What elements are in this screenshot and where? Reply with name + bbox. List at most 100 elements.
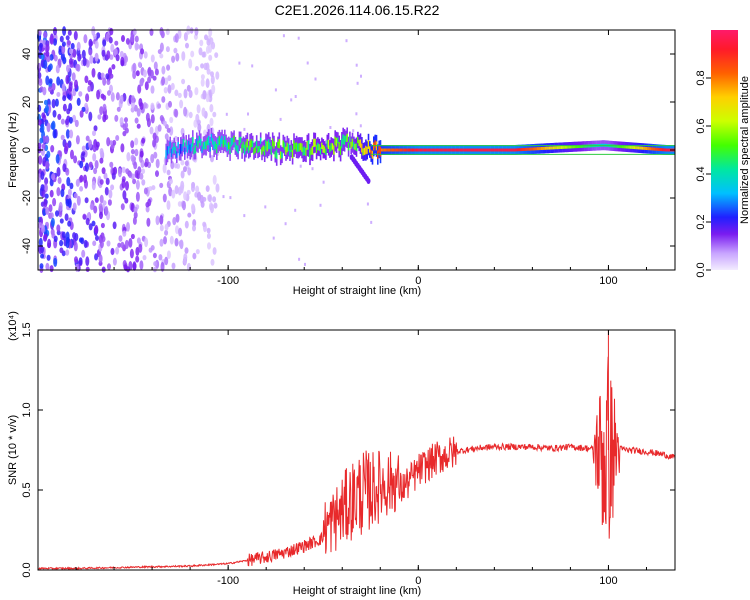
spectrogram-noise-blob: [78, 237, 83, 243]
spectrogram-band-core: [287, 143, 290, 151]
spectrogram-noise-blob: [130, 33, 135, 43]
spectrogram-noise-blob: [84, 75, 89, 84]
spectrogram-band-core: [345, 135, 347, 142]
spectrogram-band-core: [649, 147, 652, 151]
spectrogram-noise-blob: [49, 178, 54, 187]
spectrogram-noise-blob: [73, 193, 78, 199]
spectrogram-noise-blob: [68, 58, 73, 65]
spectrogram-noise-blob: [96, 32, 101, 39]
spectrogram-band-core: [247, 146, 250, 153]
spectrogram-noise-blob: [88, 223, 93, 231]
spectrogram-noise-blob: [120, 241, 125, 249]
spectrogram-noise-blob: [75, 135, 80, 145]
spectrogram-band-core: [531, 147, 533, 151]
spectrogram-band-core: [295, 142, 298, 152]
spectrogram-band-core: [193, 148, 195, 155]
colorbar-gradient: [711, 30, 738, 270]
spectrogram-noise-blob: [142, 255, 147, 261]
spectrogram-band-core: [571, 145, 573, 149]
spectrogram-band-core: [621, 145, 624, 149]
spectrogram-noise-blob: [56, 92, 61, 97]
spectrogram-noise-blob: [128, 171, 133, 179]
spectrogram-band-core: [259, 137, 262, 145]
spectrogram-band-core: [496, 148, 499, 152]
spectrogram-noise-blob: [139, 173, 144, 180]
spectrogram-band-core: [279, 151, 282, 160]
spectrogram-noise-blob: [202, 221, 207, 227]
spectrogram-band-core: [378, 146, 380, 153]
spectrogram-band-core: [208, 135, 210, 146]
colorbar-tick-label: 0.8: [695, 70, 707, 85]
spectrogram-noise-blob: [195, 249, 200, 255]
snr-y-ticks: 0.0 0.5 1.0 1.5: [21, 322, 675, 578]
spectrogram-noise-blob: [117, 242, 122, 248]
spectrogram-band-core: [409, 148, 411, 152]
spectrogram-band-core: [390, 148, 392, 152]
spectrogram-band-core: [373, 142, 375, 151]
spectrogram-noise-blob: [173, 47, 178, 54]
spectrogram-noise-blob: [191, 184, 195, 193]
spectrogram-noise-blob: [192, 225, 196, 232]
spectrogram-noise-blob: [205, 78, 210, 89]
spectrogram-band-core: [220, 138, 222, 147]
spectrogram-noise-blob: [142, 69, 147, 78]
spectrogram-band-core: [444, 148, 447, 152]
spectrogram-noise-blob: [47, 238, 52, 249]
spectrogram-noise-blob: [152, 132, 157, 141]
spectrogram-noise-blob: [46, 254, 51, 261]
spectrogram-noise-blob: [65, 168, 70, 176]
spectrogram-band-core: [448, 148, 451, 152]
spectrogram-noise-blob: [68, 116, 73, 124]
spectrogram-noise-blob: [43, 99, 48, 106]
spectrogram-x-ticks: -100 0 100: [75, 30, 647, 287]
y-tick-label: -40: [21, 238, 33, 254]
spectrogram-noise-blob: [148, 186, 153, 192]
spectrogram-noise-blob: [181, 51, 186, 61]
spectrogram-band-core: [464, 148, 467, 152]
spectrogram-noise-blob: [45, 262, 50, 271]
spectrogram-band-core: [246, 139, 249, 148]
spectrogram-band-core: [168, 146, 170, 154]
spectrogram-noise-blob: [136, 123, 141, 129]
spectrogram-band-core: [235, 144, 238, 152]
spectrogram-stray-point: [251, 64, 254, 68]
spectrogram-noise-blob: [144, 161, 149, 168]
spectrogram-noise-blob: [44, 104, 49, 113]
spectrogram-noise-blob: [213, 202, 218, 209]
spectrogram-band-core: [563, 145, 565, 149]
spectrogram-noise-blob: [105, 32, 110, 43]
spectrogram-noise-blob: [162, 120, 167, 127]
spectrogram-noise-blob: [87, 85, 92, 93]
spectrogram-band-core: [459, 148, 462, 152]
spectrogram-stray-point: [345, 39, 348, 43]
spectrogram-noise-blob: [163, 87, 168, 94]
spectrogram-noise-blob: [57, 113, 62, 120]
spectrogram-band-core: [319, 147, 322, 155]
spectrogram-noise-blob: [53, 27, 57, 36]
spectrogram-noise-blob: [135, 179, 140, 190]
spectrogram-band-core: [394, 148, 396, 152]
spectrogram-band-core: [315, 144, 318, 154]
spectrogram-noise-blob: [108, 36, 113, 44]
spectrogram-band-core: [516, 148, 519, 152]
spectrogram-band-core: [578, 145, 580, 148]
spectrogram-stray-point: [298, 257, 301, 261]
spectrogram-band-core: [217, 138, 219, 147]
spectrogram-band-core: [225, 140, 227, 147]
spectrogram-band-core: [574, 145, 576, 149]
spectrogram-noise-blob: [53, 54, 58, 62]
spectrogram-band-core: [253, 148, 255, 155]
spectrogram-band-core: [216, 143, 218, 154]
spectrogram-band-core: [562, 145, 564, 149]
spectrogram-noise-blob: [88, 49, 93, 56]
spectrogram-noise-blob: [114, 40, 119, 46]
spectrogram-noise-blob: [206, 227, 211, 234]
spectrogram-noise-blob: [139, 78, 144, 87]
spectrogram-scatter: [37, 25, 373, 274]
spectrogram-noise-blob: [38, 155, 43, 165]
spectrogram-noise-blob: [52, 197, 57, 207]
spectrogram-noise-blob: [164, 229, 169, 236]
spectrogram-noise-blob: [192, 219, 197, 227]
spectrogram-noise-blob: [76, 195, 81, 206]
spectrogram-band-core: [550, 146, 552, 150]
